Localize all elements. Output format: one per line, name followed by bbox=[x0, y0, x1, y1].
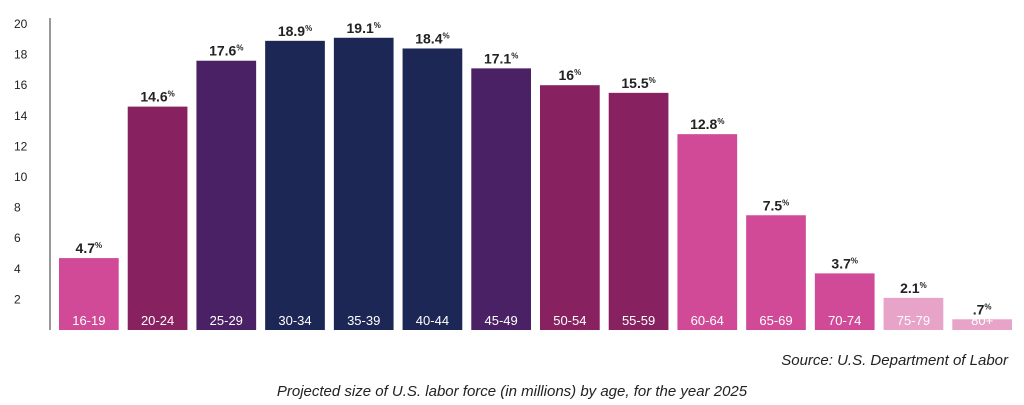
bar bbox=[402, 48, 463, 330]
bar bbox=[196, 60, 257, 330]
bar bbox=[608, 92, 669, 330]
value-label: 16% bbox=[559, 67, 582, 83]
y-tick-label: 12 bbox=[14, 139, 28, 153]
y-tick-label: 2 bbox=[14, 292, 21, 306]
y-tick-label: 14 bbox=[14, 109, 28, 123]
category-label: 16-19 bbox=[72, 313, 105, 328]
value-label: 2.1% bbox=[900, 280, 927, 296]
value-label: 14.6% bbox=[140, 89, 174, 105]
category-label: 40-44 bbox=[416, 313, 449, 328]
y-tick-label: 20 bbox=[14, 17, 28, 31]
value-label: 15.5% bbox=[621, 75, 655, 91]
category-label: 20-24 bbox=[141, 313, 174, 328]
value-label: 18.9% bbox=[278, 23, 312, 39]
category-label: 50-54 bbox=[553, 313, 586, 328]
bar bbox=[127, 106, 188, 331]
category-label: 30-34 bbox=[278, 313, 311, 328]
chart-plot-area: 2 4 6 8 10 12 14 16 18 20 16-19 4.7% 20-24 14.6% 25-29… bbox=[14, 17, 1012, 331]
value-label: .7% bbox=[973, 301, 992, 317]
value-label: 18.4% bbox=[415, 30, 449, 46]
y-tick-label: 6 bbox=[14, 231, 21, 245]
y-tick-label: 16 bbox=[14, 78, 28, 92]
value-label: 4.7% bbox=[76, 240, 103, 256]
y-tick-label: 10 bbox=[14, 170, 28, 184]
category-label: 70-74 bbox=[828, 313, 861, 328]
category-label: 80+ bbox=[971, 313, 993, 328]
bar bbox=[883, 297, 944, 330]
bar bbox=[746, 215, 806, 330]
value-label: 3.7% bbox=[831, 255, 858, 271]
chart-caption: Projected size of U.S. labor force (in m… bbox=[276, 383, 748, 400]
category-label: 65-69 bbox=[759, 313, 792, 328]
bar bbox=[540, 85, 600, 330]
value-label: 17.1% bbox=[484, 50, 518, 66]
source-note: Source: U.S. Department of Labor bbox=[781, 352, 1008, 369]
y-tick-label: 8 bbox=[14, 201, 21, 215]
value-label: 17.6% bbox=[209, 43, 243, 59]
bar bbox=[265, 40, 325, 330]
value-label: 19.1% bbox=[347, 20, 381, 36]
category-label: 75-79 bbox=[897, 313, 930, 328]
bar bbox=[677, 134, 738, 330]
bar bbox=[814, 273, 875, 330]
category-label: 45-49 bbox=[485, 313, 518, 328]
value-label: 7.5% bbox=[763, 197, 790, 213]
bar bbox=[333, 37, 394, 331]
category-label: 35-39 bbox=[347, 313, 380, 328]
category-label: 25-29 bbox=[210, 313, 243, 328]
bar bbox=[471, 68, 531, 331]
category-label: 60-64 bbox=[691, 313, 724, 328]
value-label: 12.8% bbox=[690, 116, 724, 132]
y-tick-label: 18 bbox=[14, 48, 28, 62]
bar bbox=[952, 319, 1012, 330]
y-tick-label: 4 bbox=[14, 262, 21, 276]
category-label: 55-59 bbox=[622, 313, 655, 328]
bar bbox=[59, 258, 119, 330]
